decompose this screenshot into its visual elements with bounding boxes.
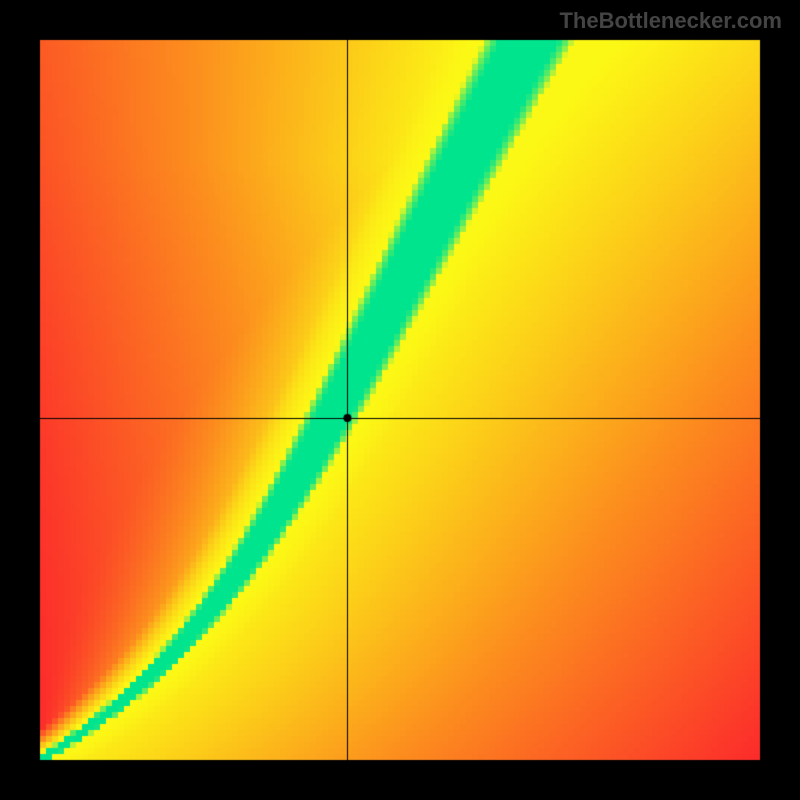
plot-container: TheBottlenecker.com [0, 0, 800, 800]
heatmap-canvas [0, 0, 800, 800]
